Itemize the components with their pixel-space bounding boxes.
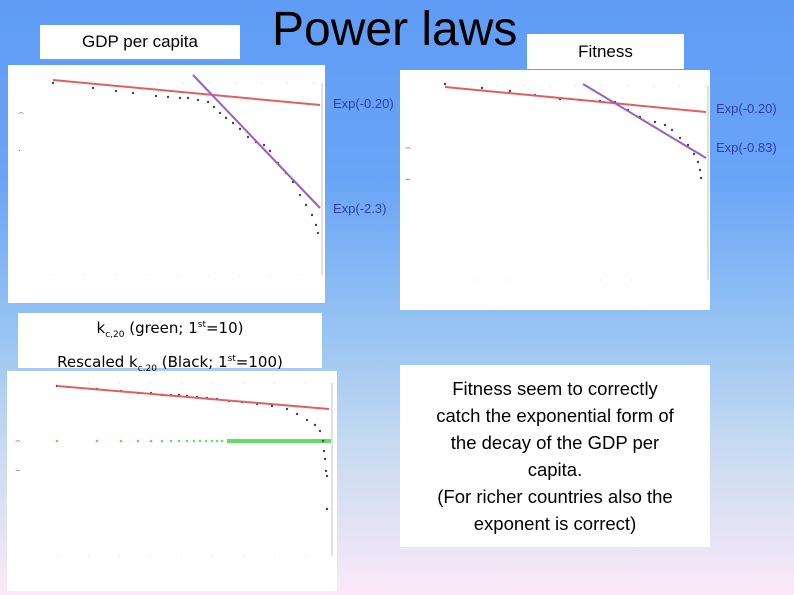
caption-sub: c,20 xyxy=(105,330,125,340)
gdp-chart: ⌢ · xyxy=(18,74,323,276)
note-line: the decay of the GDP per xyxy=(450,432,660,453)
svg-text:⌣: ⌣ xyxy=(405,174,411,184)
svg-text:⌢: ⌢ xyxy=(405,142,411,152)
fitness-chart: ⌢ ⌣ xyxy=(405,82,709,281)
svg-text:⌣: ⌣ xyxy=(15,465,21,475)
gdp-label-text: GDP per capita xyxy=(82,32,198,51)
gdp-chart-panel: ⌢ · xyxy=(8,65,325,303)
caption2-text-a: (Black; 1 xyxy=(157,353,228,371)
caption-text-b: =10) xyxy=(205,319,244,337)
caption-sup: st xyxy=(197,320,206,330)
note-line: capita. xyxy=(527,459,583,480)
note-line: (For richer countries also the xyxy=(437,486,673,507)
gdp-per-capita-label: GDP per capita xyxy=(40,25,240,59)
slide-title: Power laws xyxy=(272,3,518,56)
note-line: catch the exponential form of xyxy=(436,405,674,426)
kc20-chart-panel: ⌢ ⌣ xyxy=(7,371,337,591)
caption2-text-b: =100) xyxy=(235,353,283,371)
svg-text:⌢: ⌢ xyxy=(15,435,21,445)
caption-k: k xyxy=(96,319,106,337)
caption-text-a: (green; 1 xyxy=(124,319,198,337)
caption2-sub: c,20 xyxy=(137,364,157,374)
note-line: exponent is correct) xyxy=(473,513,637,534)
svg-text:·: · xyxy=(18,145,21,155)
kc20-caption: kc,20 (green; 1st=10) Rescaled kc,20 (Bl… xyxy=(18,313,322,374)
fitness-chart-panel: ⌢ ⌣ xyxy=(400,70,710,310)
fitness-label: Fitness xyxy=(527,34,684,69)
caption-line-2: Rescaled kc,20 (Black; 1st=100) xyxy=(18,347,322,381)
caption-line-1: kc,20 (green; 1st=10) xyxy=(18,313,322,347)
gdp-exp-bottom-label: Exp(-2.3) xyxy=(333,201,387,216)
svg-text:⌢: ⌢ xyxy=(18,107,24,117)
note-line: Fitness seem to correctly xyxy=(452,378,658,399)
conclusion-note: Fitness seem to correctly catch the expo… xyxy=(400,365,710,547)
caption2-sup: st xyxy=(227,354,236,364)
fitness-exp-bottom-label: Exp(-0.83) xyxy=(716,140,777,155)
kc20-chart: ⌢ ⌣ xyxy=(15,382,333,557)
fitness-label-text: Fitness xyxy=(578,41,633,61)
fitness-exp-top-label: Exp(-0.20) xyxy=(716,101,777,116)
caption2-prefix: Rescaled k xyxy=(57,353,138,371)
gdp-exp-top-label: Exp(-0.20) xyxy=(333,96,394,111)
